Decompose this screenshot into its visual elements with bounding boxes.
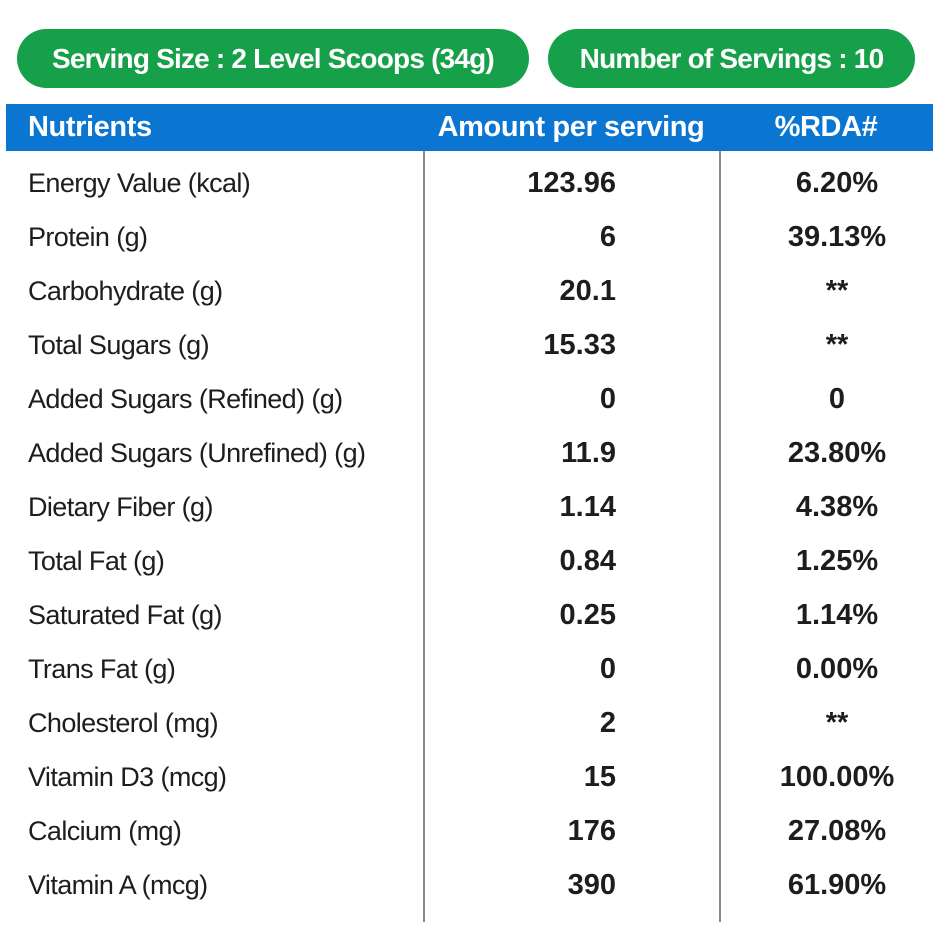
amount-value: 15 bbox=[583, 760, 616, 793]
amount-value: 0 bbox=[599, 382, 616, 415]
amount-value: 123.96 bbox=[527, 166, 616, 199]
nutrient-label: Total Sugars (g) bbox=[28, 329, 210, 360]
nutrient-label: Calcium (mg) bbox=[28, 815, 182, 846]
rda-value: 27.08% bbox=[787, 814, 887, 847]
table-row: Energy Value (kcal) 123.96 6.20% bbox=[6, 156, 933, 210]
nutrient-label: Cholesterol (mg) bbox=[28, 707, 219, 738]
nutrient-label: Added Sugars (Refined) (g) bbox=[28, 383, 343, 414]
rda-value: 0 bbox=[828, 382, 846, 415]
rda-value: ** bbox=[825, 274, 849, 307]
table-row: Saturated Fat (g) 0.25 1.14% bbox=[6, 588, 933, 642]
amount-value: 0.84 bbox=[559, 544, 616, 577]
header-rda: %RDA# bbox=[774, 111, 878, 143]
rda-value: 23.80% bbox=[787, 436, 887, 469]
amount-value: 0.25 bbox=[559, 598, 616, 631]
amount-value: 1.14 bbox=[559, 490, 616, 523]
table-row: Added Sugars (Refined) (g) 0 0 bbox=[6, 372, 933, 426]
nutrient-label: Saturated Fat (g) bbox=[28, 599, 223, 630]
table-rows: Energy Value (kcal) 123.96 6.20% Protein… bbox=[6, 151, 933, 912]
table-row: Calcium (mg) 176 27.08% bbox=[6, 804, 933, 858]
rda-value: 6.20% bbox=[795, 166, 879, 199]
rda-value: ** bbox=[825, 706, 849, 739]
table-row: Total Fat (g) 0.84 1.25% bbox=[6, 534, 933, 588]
nutrient-label: Carbohydrate (g) bbox=[28, 275, 223, 306]
serving-size-badge: Serving Size : 2 Level Scoops (34g) bbox=[17, 29, 529, 88]
amount-value: 0 bbox=[599, 652, 616, 685]
nutrition-table-body: Energy Value (kcal) 123.96 6.20% Protein… bbox=[6, 151, 933, 922]
rda-value: 100.00% bbox=[779, 760, 895, 793]
rda-value: 61.90% bbox=[787, 868, 887, 901]
header-amount-per-serving: Amount per serving bbox=[437, 111, 705, 143]
nutrient-label: Energy Value (kcal) bbox=[28, 167, 251, 198]
nutrient-label: Protein (g) bbox=[28, 221, 148, 252]
nutrient-label: Vitamin D3 (mcg) bbox=[28, 761, 227, 792]
nutrient-label: Dietary Fiber (g) bbox=[28, 491, 213, 522]
serving-size-text: Serving Size : 2 Level Scoops (34g) bbox=[52, 42, 495, 74]
nutrient-label: Trans Fat (g) bbox=[28, 653, 176, 684]
table-header: Nutrients Amount per serving %RDA# bbox=[6, 104, 933, 151]
rda-value: 4.38% bbox=[795, 490, 879, 523]
rda-value: ** bbox=[825, 328, 849, 361]
column-divider-left bbox=[423, 151, 425, 922]
nutrient-label: Vitamin A (mcg) bbox=[28, 869, 208, 900]
amount-value: 390 bbox=[567, 868, 616, 901]
rda-value: 1.25% bbox=[795, 544, 879, 577]
table-row: Total Sugars (g) 15.33 ** bbox=[6, 318, 933, 372]
amount-value: 15.33 bbox=[543, 328, 616, 361]
nutrient-label: Total Fat (g) bbox=[28, 545, 165, 576]
header-nutrients: Nutrients bbox=[28, 111, 152, 143]
amount-value: 2 bbox=[599, 706, 616, 739]
table-row: Vitamin A (mcg) 390 61.90% bbox=[6, 858, 933, 912]
amount-value: 11.9 bbox=[561, 436, 616, 469]
table-row: Vitamin D3 (mcg) 15 100.00% bbox=[6, 750, 933, 804]
rda-value: 1.14% bbox=[795, 598, 879, 631]
amount-value: 6 bbox=[599, 220, 616, 253]
number-of-servings-text: Number of Servings : 10 bbox=[579, 42, 884, 74]
amount-value: 176 bbox=[567, 814, 616, 847]
table-row: Dietary Fiber (g) 1.14 4.38% bbox=[6, 480, 933, 534]
number-of-servings-badge: Number of Servings : 10 bbox=[548, 29, 915, 88]
table-row: Added Sugars (Unrefined) (g) 11.9 23.80% bbox=[6, 426, 933, 480]
column-divider-right bbox=[719, 151, 721, 922]
table-row: Trans Fat (g) 0 0.00% bbox=[6, 642, 933, 696]
rda-value: 0.00% bbox=[795, 652, 879, 685]
table-row: Carbohydrate (g) 20.1 ** bbox=[6, 264, 933, 318]
rda-value: 39.13% bbox=[787, 220, 887, 253]
amount-value: 20.1 bbox=[559, 274, 616, 307]
nutrient-label: Added Sugars (Unrefined) (g) bbox=[28, 437, 366, 468]
table-row: Protein (g) 6 39.13% bbox=[6, 210, 933, 264]
table-row: Cholesterol (mg) 2 ** bbox=[6, 696, 933, 750]
